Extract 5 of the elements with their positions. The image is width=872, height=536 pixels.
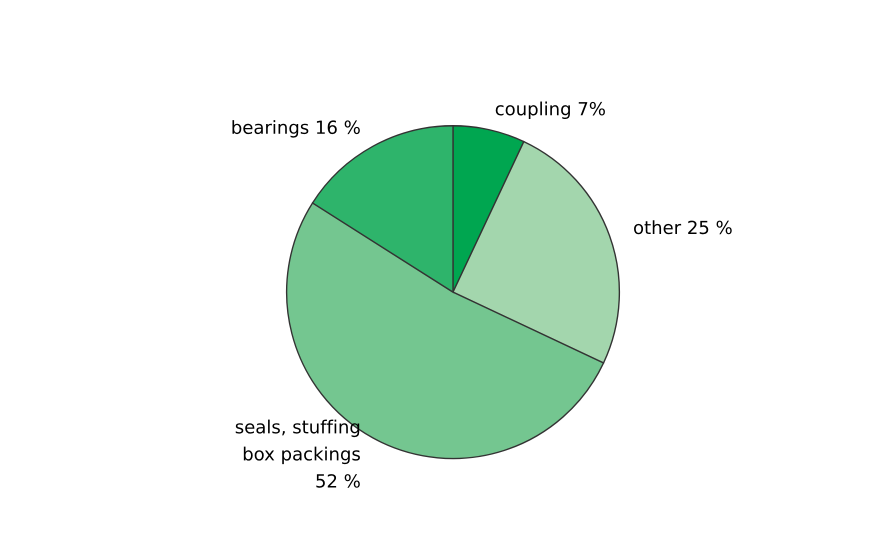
slice-label: coupling 7% — [496, 102, 605, 120]
slice-label: seals, stuffing box packings — [236, 420, 360, 464]
slice-label: other 25 % — [634, 220, 732, 234]
slice-label: bearings 16 % — [232, 120, 360, 138]
data-label: 52 % — [316, 474, 360, 488]
